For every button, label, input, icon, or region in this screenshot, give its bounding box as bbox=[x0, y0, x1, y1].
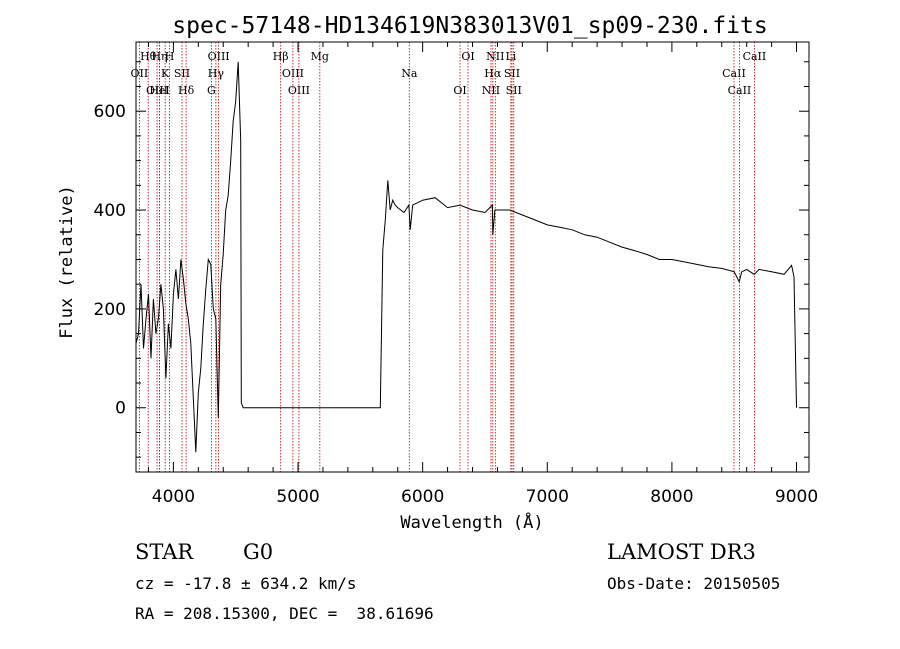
line-marker-label: SII bbox=[174, 67, 190, 80]
observation-date: Obs-Date: 20150505 bbox=[607, 574, 781, 593]
y-axis: 0 200 400 600 bbox=[94, 61, 809, 458]
redshift-velocity: cz = -17.8 ± 634.2 km/s bbox=[135, 574, 357, 593]
y-tick-label: 200 bbox=[94, 300, 126, 320]
line-marker-label: Hγ bbox=[208, 67, 225, 80]
line-marker-label: SII bbox=[506, 84, 522, 97]
line-marker-label: NII bbox=[486, 50, 504, 63]
x-axis-label: Wavelength (Å) bbox=[400, 511, 543, 533]
plot-frame bbox=[135, 41, 810, 473]
line-marker-label: CaII bbox=[722, 67, 746, 80]
line-marker-label: OI bbox=[453, 84, 466, 97]
spectrum-line bbox=[135, 61, 797, 453]
line-marker-label: CaII bbox=[728, 84, 752, 97]
y-tick-label: 400 bbox=[94, 201, 126, 221]
survey-name: LAMOST DR3 bbox=[607, 540, 756, 564]
x-tick-label: 5000 bbox=[276, 487, 319, 507]
line-marker-label: OII bbox=[131, 67, 149, 80]
line-marker-label: CaII bbox=[743, 50, 767, 63]
y-axis-label: Flux (relative) bbox=[57, 185, 77, 339]
line-marker-label: Hη bbox=[151, 50, 167, 63]
x-tick-label: 4000 bbox=[152, 487, 195, 507]
x-axis: 4000 5000 6000 7000 8000 9000 bbox=[147, 42, 818, 507]
object-subclass: G0 bbox=[243, 540, 274, 564]
line-marker-label: NII bbox=[482, 84, 500, 97]
line-marker-label: Hθ bbox=[140, 50, 157, 63]
spectral-line-markers: Hθ OII OIII Hη K HeI H SII Hδ OIII Hγ G Hβ OIII OIII Mg… bbox=[131, 42, 767, 472]
x-tick-label: 7000 bbox=[526, 487, 569, 507]
line-marker-label: Li bbox=[505, 50, 516, 63]
line-marker-label: Hδ bbox=[178, 84, 195, 97]
line-marker-label: Hβ bbox=[273, 50, 289, 63]
line-marker-label: OIII bbox=[208, 50, 230, 63]
y-tick-label: 0 bbox=[115, 399, 126, 419]
line-marker-label: OI bbox=[461, 50, 474, 63]
line-marker-label: Na bbox=[401, 67, 418, 80]
line-marker-label: G bbox=[207, 84, 216, 97]
coordinates: RA = 208.15300, DEC = 38.61696 bbox=[135, 604, 434, 623]
line-marker-label: Mg bbox=[311, 50, 329, 63]
line-marker-label: Hα bbox=[484, 67, 502, 80]
line-marker-label: OIII bbox=[288, 84, 310, 97]
line-marker-label: HeI bbox=[149, 84, 169, 97]
line-marker-label: OIII bbox=[146, 84, 168, 97]
object-class: STAR bbox=[135, 540, 194, 564]
line-marker-label: SII bbox=[504, 67, 520, 80]
x-tick-label: 6000 bbox=[401, 487, 444, 507]
line-marker-label: H bbox=[165, 50, 175, 63]
x-tick-label: 8000 bbox=[650, 487, 693, 507]
y-tick-label: 600 bbox=[94, 102, 126, 122]
chart-title: spec-57148-HD134619N383013V01_sp09-230.f… bbox=[172, 13, 767, 39]
line-marker-label: K bbox=[161, 67, 170, 80]
line-marker-label: OIII bbox=[282, 67, 304, 80]
x-tick-label: 9000 bbox=[775, 487, 818, 507]
